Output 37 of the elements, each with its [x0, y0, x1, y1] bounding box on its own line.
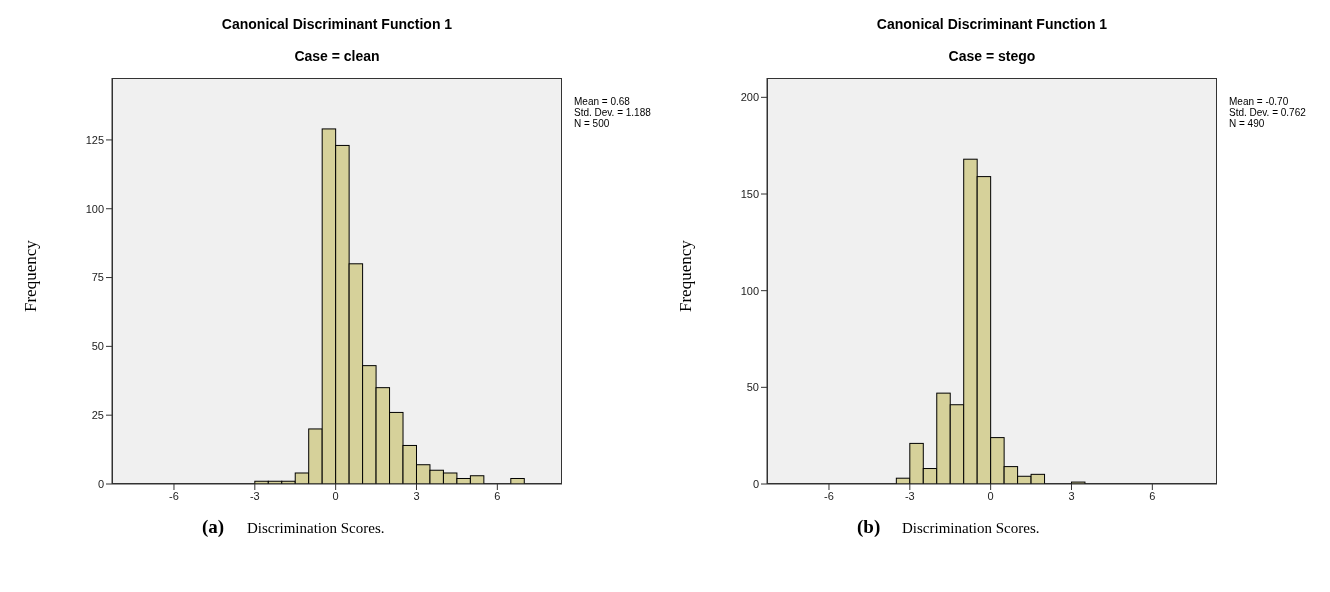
y-tick-label: 25 [91, 409, 104, 422]
y-tick-label: 150 [740, 187, 759, 200]
chart-title: Canonical Discriminant Function 1 [220, 16, 454, 32]
text: N = 490 [1229, 118, 1266, 129]
x-tick-label: 6 [1149, 489, 1156, 502]
y-tick-label: 50 [746, 381, 759, 394]
text: Std. Dev. = 0.762 [1229, 107, 1306, 118]
y-tick-label: 100 [85, 202, 104, 215]
y-tick-label: 0 [97, 477, 104, 490]
y-tick-label: 50 [91, 340, 104, 353]
y-axis-title: Frequency [21, 240, 41, 312]
x-tick-label: 3 [1068, 489, 1075, 502]
text: Mean = 0.68 [574, 96, 631, 107]
x-tick-label: -3 [249, 489, 260, 502]
y-tick-label: 200 [740, 91, 759, 104]
text: Std. Dev. = 1.188 [574, 107, 651, 118]
x-tick-label: -6 [824, 489, 834, 502]
x-tick-label: 0 [987, 489, 994, 502]
text: N = 500 [574, 118, 611, 129]
chart-subtitle: Case = clean [293, 48, 381, 64]
x-axis-title: Discrimination Scores. [247, 520, 385, 537]
x-tick-label: -3 [904, 489, 915, 502]
x-tick-label: -6 [169, 489, 179, 502]
text: (a) [202, 516, 225, 538]
x-tick-label: 6 [494, 489, 501, 502]
y-tick-label: 0 [752, 477, 759, 490]
x-tick-label: 3 [413, 489, 420, 502]
x-axis-title: Discrimination Scores. [902, 520, 1040, 537]
text: (b) [857, 516, 881, 538]
y-tick-label: 75 [91, 271, 104, 284]
y-axis-title: Frequency [676, 240, 696, 312]
y-tick-label: 100 [740, 284, 759, 297]
x-tick-label: 0 [332, 489, 339, 502]
chart-title: Canonical Discriminant Function 1 [875, 16, 1109, 32]
chart-subtitle: Case = stego [947, 48, 1037, 64]
text: Mean = -0.70 [1229, 96, 1290, 107]
y-tick-label: 125 [85, 133, 104, 146]
